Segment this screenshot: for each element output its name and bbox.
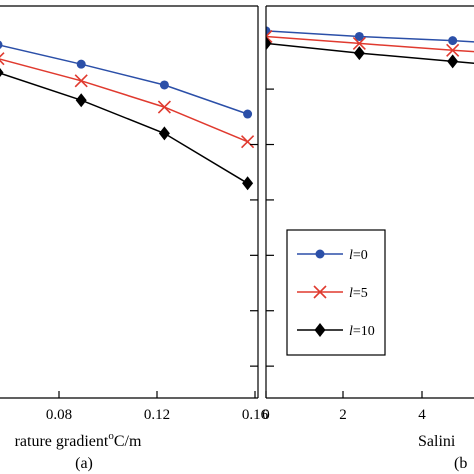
panel-b-series-1-point-0 [266, 29, 273, 44]
panel-a-series-0 [0, 40, 253, 119]
panel-a-x-axis-label-sup: o [108, 430, 114, 442]
panel-a-series-0-point-3 [243, 109, 253, 119]
panel-a-x-tick-label-1: 0.12 [144, 407, 170, 423]
panel-a-series-0-point-1 [76, 59, 86, 69]
panel-a-series-1-point-3 [241, 135, 255, 149]
panel-b-series-0-line [266, 30, 474, 43]
panel-a-series-1-point-1 [74, 74, 88, 88]
panel-b-x-tick-label-1: 2 [339, 407, 347, 423]
panel-a: 0.08 0.12 0.16 rature gradientoC/m (a) [0, 5, 269, 472]
legend-entry-1-marker [313, 285, 327, 299]
legend-entry-0: l=0 [297, 248, 368, 263]
panel-a-series-2-point-0 [0, 68, 4, 77]
panel-b-series-2 [266, 36, 474, 69]
panel-a-series-2-line [0, 72, 248, 184]
panel-b-series-1-line [266, 35, 474, 53]
panel-b-plot-area [266, 26, 474, 69]
panel-a-x-tick-label-0: 0.08 [46, 407, 72, 423]
panel-a-x-axis-label-unit: C/m [114, 433, 142, 450]
panel-a-x-axis-label: rature gradientoC/m [15, 430, 142, 450]
panel-b-series-0-point-2 [448, 36, 458, 46]
panel-a-ticks: 0.08 0.12 0.16 [46, 143, 269, 423]
panel-b-ticks: 0 2 4 [262, 88, 426, 423]
panel-b-series-2-point-2 [447, 54, 459, 69]
panel-a-x-tick-label-2: 0.16 [242, 407, 269, 423]
legend-entry-1: l=5 [297, 285, 368, 301]
panel-a-series-1 [0, 52, 255, 149]
legend-entry-2-marker [314, 323, 326, 337]
legend-entry-2-label: l=10 [349, 324, 375, 339]
panel-b-x-axis-label: Salini [418, 433, 456, 450]
legend-entry-1-label: l=5 [349, 286, 368, 301]
legend-entry-2: l=10 [297, 323, 375, 339]
panel-a-series-2-point-2 [158, 126, 170, 141]
panel-a-series-1-line [0, 58, 248, 143]
panel-a-series-2-point-1 [75, 93, 87, 108]
panel-a-series-0-point-0 [0, 40, 3, 49]
panel-b-x-tick-label-2: 4 [418, 407, 426, 423]
panel-a-x-axis-label-main: rature gradient [15, 433, 109, 450]
panel-b-x-tick-label-0: 0 [262, 407, 270, 423]
panel-a-label: (a) [75, 455, 93, 472]
panel-a-series-1-point-0 [0, 52, 5, 66]
legend-items: l=0 l=5 l=10 [297, 248, 375, 339]
panel-b: 0 2 4 Salini (b [262, 5, 474, 472]
panel-b-series-2-point-0 [266, 36, 272, 51]
panel-b-series-2-point-1 [353, 46, 365, 61]
legend: l=0 l=5 l=10 [286, 229, 386, 356]
panel-a-series-2-point-3 [242, 176, 254, 191]
panel-b-series-2-line [266, 42, 474, 65]
panel-a-series-1-point-2 [157, 100, 171, 114]
panel-a-plot-area [0, 40, 255, 191]
panel-a-series-0-point-2 [159, 80, 169, 90]
panel-b-label: (b [454, 455, 467, 472]
panel-b-series-1-point-1 [352, 36, 366, 50]
legend-entry-0-label: l=0 [349, 248, 368, 263]
legend-entry-0-marker [315, 249, 325, 259]
panel-a-series-0-line [0, 44, 248, 115]
panel-b-series-1-point-2 [446, 43, 460, 57]
panel-b-series-1 [266, 29, 474, 57]
panel-a-series-2 [0, 68, 254, 191]
panel-b-series-0-point-1 [354, 31, 364, 41]
